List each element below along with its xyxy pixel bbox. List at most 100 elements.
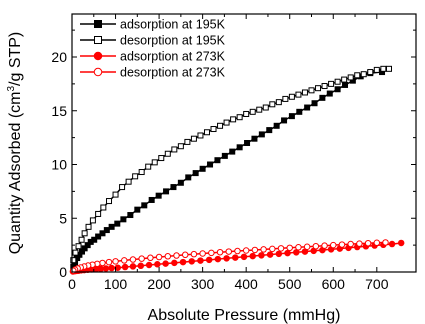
- series-2-point: [138, 169, 145, 176]
- series-3-point: [162, 260, 169, 267]
- series-4-point: [347, 240, 354, 248]
- x-tick-label: 500: [278, 276, 302, 292]
- series-4-point: [99, 259, 106, 267]
- series-1-point: [334, 86, 341, 93]
- series-3-point: [108, 264, 115, 272]
- series-2-point: [354, 72, 361, 79]
- series-4-point: [312, 242, 320, 250]
- series-2-point: [119, 184, 126, 191]
- series-4-point: [181, 251, 189, 259]
- series-2-point: [171, 146, 178, 153]
- series-2-point: [295, 91, 302, 98]
- x-tick-label: 400: [234, 276, 258, 292]
- series-3-point: [275, 250, 283, 258]
- series-2-point: [282, 95, 289, 102]
- y-tick-label: 15: [51, 103, 67, 119]
- y-axis-title-superscript: 3: [6, 86, 17, 92]
- series-2-point: [347, 74, 354, 81]
- series-1-point: [229, 148, 236, 155]
- series-4-point: [277, 245, 285, 252]
- y-tick-label: 0: [59, 264, 67, 280]
- series-2-point: [177, 143, 184, 150]
- x-axis-title: Absolute Pressure (mmHg): [148, 307, 341, 324]
- x-tick-label: 300: [191, 276, 215, 292]
- series-2-point: [72, 249, 79, 256]
- series-2-point: [380, 65, 387, 72]
- series-1-point: [326, 90, 333, 97]
- series-4-point: [121, 257, 128, 264]
- series-2-point: [243, 110, 250, 117]
- legend: adsorption at 195K desorption at 195K adso…: [80, 18, 226, 80]
- series-1-point: [192, 170, 199, 177]
- series-2-point: [78, 236, 85, 243]
- series-3-point: [284, 249, 291, 257]
- series-1: [70, 69, 386, 270]
- series-1-point: [185, 174, 192, 181]
- series-4-point: [260, 246, 267, 253]
- series-2-point: [151, 159, 158, 166]
- series-2-point: [386, 65, 393, 72]
- series-1-point: [81, 245, 88, 252]
- series-1-point: [91, 236, 98, 243]
- series-1-point: [214, 157, 221, 164]
- series-2-point: [145, 163, 152, 170]
- y-axis-title: Quantity Adsorbed (cm3/g STP): [6, 32, 24, 255]
- series-2-point: [100, 204, 107, 211]
- series-4-point: [234, 247, 241, 255]
- series-1-point: [296, 108, 303, 115]
- series-2-point: [275, 99, 282, 106]
- series-2-point: [158, 155, 165, 162]
- series-3-point: [188, 258, 195, 265]
- y-axis-title-tail: /g STP): [7, 32, 24, 86]
- series-4-point: [147, 254, 154, 262]
- x-tick-label: 100: [104, 276, 128, 292]
- series-4-point: [138, 255, 145, 262]
- series-3-point: [240, 253, 248, 261]
- series-1-point: [170, 184, 177, 191]
- series-3-point: [154, 261, 161, 268]
- series-1-point: [103, 227, 110, 234]
- series-2-point: [360, 71, 367, 78]
- series-4-point: [208, 249, 215, 257]
- series-4-point: [155, 253, 163, 261]
- series-3-point: [249, 252, 256, 260]
- series-1-point: [281, 117, 288, 124]
- data-series-layer: [69, 65, 405, 275]
- series-4-point: [173, 252, 180, 259]
- series-1-point: [177, 179, 184, 186]
- legend-label-1: adsorption at 195K: [120, 18, 226, 32]
- x-tick-label: 600: [322, 276, 346, 292]
- series-3-point: [232, 254, 239, 261]
- x-tick-label: 700: [365, 276, 389, 292]
- series-4-point: [373, 239, 381, 247]
- series-4-point: [190, 250, 198, 258]
- series-2-point: [164, 150, 171, 157]
- series-3-point: [121, 263, 129, 271]
- plot-frame: [71, 13, 417, 273]
- series-3-point: [145, 261, 153, 269]
- series-1-point: [207, 161, 214, 168]
- series-1-point: [311, 100, 318, 107]
- series-3-point: [197, 257, 204, 264]
- series-2-point: [249, 108, 256, 115]
- axis-layer: 0 100 200 300 400 500 600 700 0 5 10 15 20: [51, 14, 416, 292]
- series-3-point: [102, 265, 110, 272]
- legend-label-2: desorption at 195K: [120, 34, 226, 48]
- series-1-point: [342, 81, 349, 88]
- series-1-point: [258, 131, 265, 138]
- series-1-point: [221, 152, 228, 159]
- series-2-point: [132, 173, 139, 180]
- series-4-point: [330, 241, 337, 249]
- series-3-point: [205, 256, 213, 264]
- series-2-point: [95, 210, 102, 217]
- series-1-point: [114, 220, 121, 227]
- series-4-point: [251, 246, 259, 254]
- series-1-point: [155, 192, 162, 199]
- series-3-point: [137, 262, 145, 270]
- series-2-point: [236, 114, 243, 121]
- series-1-point: [134, 206, 141, 213]
- series-4-point: [286, 244, 293, 252]
- series-4-point: [112, 258, 119, 265]
- series-2-point: [70, 257, 77, 264]
- series-4-point: [164, 253, 172, 260]
